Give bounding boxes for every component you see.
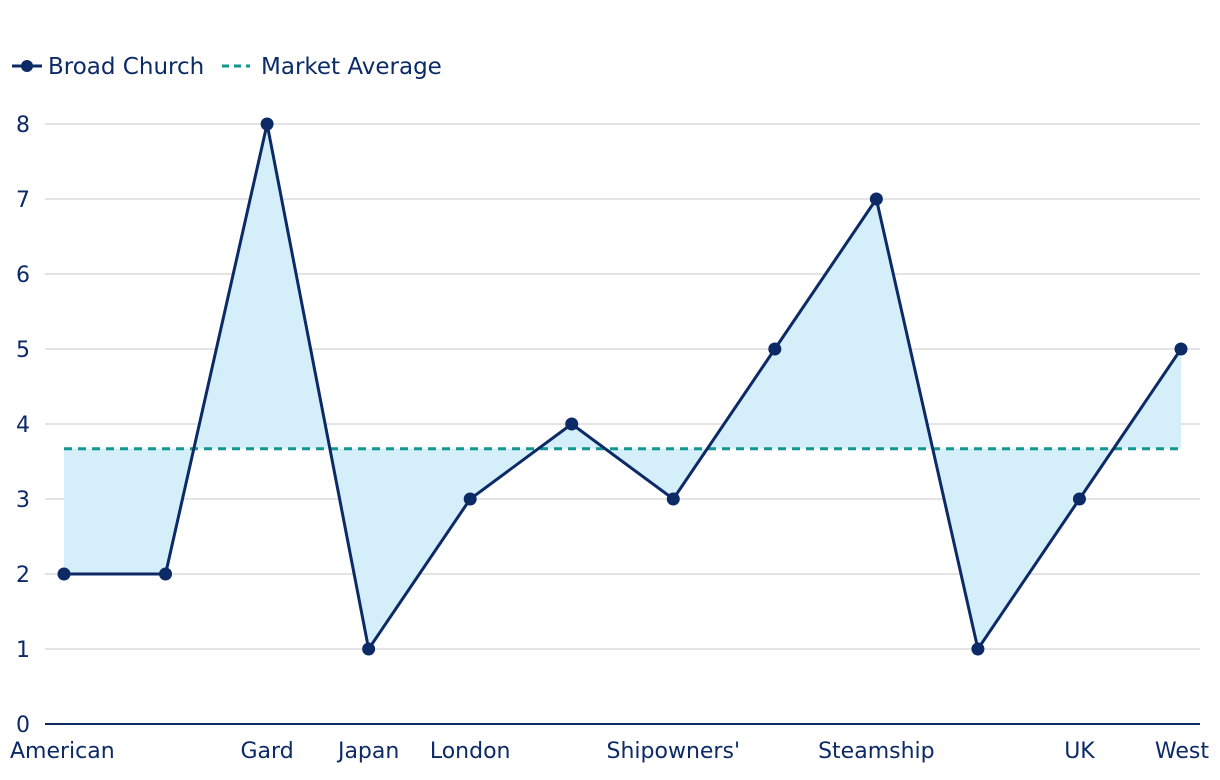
y-tick-label: 8: [16, 113, 30, 138]
x-tick-label: Shipowners': [607, 739, 740, 764]
broad-church-point: [768, 342, 782, 356]
broad-church-point: [362, 642, 376, 656]
broad-church-point: [869, 192, 883, 206]
broad-church-point: [971, 642, 985, 656]
x-tick-label: American: [10, 739, 115, 764]
y-tick-label: 1: [16, 638, 30, 663]
y-tick-label: 4: [16, 413, 30, 438]
x-tick-label: Japan: [336, 739, 399, 764]
x-tick-label: West: [1155, 739, 1209, 764]
x-tick-labels: American Gard Japan London Shipowners' Steams…: [10, 739, 1209, 764]
y-tick-labels: 0 1 2 3 4 5 6 7 8: [16, 113, 30, 738]
legend-marker-broad-church: [21, 60, 33, 72]
y-tick-label: 5: [16, 338, 30, 363]
legend-label-broad-church: Broad Church: [48, 54, 204, 80]
broad-church-layer: [57, 117, 1188, 656]
x-tick-label: Gard: [241, 739, 294, 764]
broad-church-line: [64, 123, 1183, 653]
broad-church-point: [463, 492, 477, 506]
legend-label-market-average: Market Average: [261, 54, 442, 80]
legend-item-broad-church: Broad Church: [12, 54, 204, 80]
y-tick-label: 0: [16, 713, 30, 738]
legend: Broad Church Market Average: [12, 54, 442, 80]
fill-area-layer: [64, 124, 1181, 649]
y-tick-label: 3: [16, 488, 30, 513]
broad-church-point: [666, 492, 680, 506]
y-tick-label: 6: [16, 263, 30, 288]
fill-area: [64, 124, 1181, 649]
x-tick-label: Steamship: [818, 739, 935, 764]
broad-church-point: [1072, 492, 1086, 506]
legend-item-market-average: Market Average: [222, 54, 442, 80]
broad-church-point: [1174, 342, 1188, 356]
broad-church-point: [260, 117, 274, 131]
x-tick-label: London: [430, 739, 511, 764]
broad-church-point: [565, 417, 579, 431]
broad-church-point: [159, 567, 173, 581]
x-tick-label: UK: [1064, 739, 1095, 764]
y-tick-label: 7: [16, 188, 30, 213]
y-tick-label: 2: [16, 563, 30, 588]
broad-church-point: [57, 567, 71, 581]
